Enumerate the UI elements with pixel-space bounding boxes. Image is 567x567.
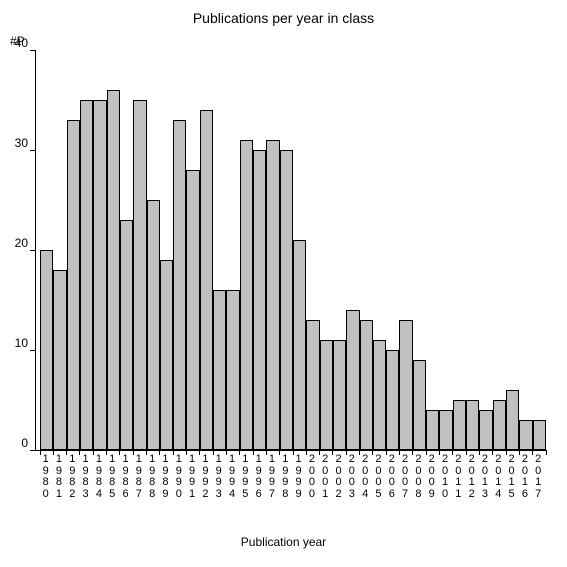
bar	[226, 290, 239, 450]
x-tick-label: 1995	[239, 452, 252, 512]
bar	[266, 140, 279, 450]
bar	[173, 120, 186, 450]
bar	[120, 220, 133, 450]
x-tick-label: 1986	[119, 452, 132, 512]
x-tick-label: 1989	[159, 452, 172, 512]
x-tick-label: 1990	[172, 452, 185, 512]
y-tick-label: 30	[6, 136, 28, 150]
x-tick-label: 2004	[359, 452, 372, 512]
bar	[533, 420, 546, 450]
bar	[80, 100, 93, 450]
bar	[453, 400, 466, 450]
bar	[320, 340, 333, 450]
bar	[413, 360, 426, 450]
bar	[333, 340, 346, 450]
x-labels-group: 1980198119821983198419851986198719881989…	[35, 452, 545, 512]
x-tick-label: 2013	[478, 452, 491, 512]
bar	[519, 420, 532, 450]
x-tick-label: 2010	[438, 452, 451, 512]
x-tick-label: 1988	[146, 452, 159, 512]
bar	[147, 200, 160, 450]
x-tick-label: 2006	[385, 452, 398, 512]
chart-container: Publications per year in class #P 010203…	[0, 0, 567, 567]
x-tick-label: 2017	[532, 452, 545, 512]
y-tick-label: 20	[6, 236, 28, 250]
bar	[399, 320, 412, 450]
bar	[200, 110, 213, 450]
y-tick	[30, 250, 36, 251]
x-tick-label: 1982	[66, 452, 79, 512]
bar	[479, 410, 492, 450]
x-tick-label: 2011	[452, 452, 465, 512]
bar	[346, 310, 359, 450]
bar	[466, 400, 479, 450]
x-tick-label: 1980	[39, 452, 52, 512]
bar	[213, 290, 226, 450]
bar	[373, 340, 386, 450]
chart-title: Publications per year in class	[0, 10, 567, 26]
plot-area: 010203040	[35, 50, 546, 451]
bar	[506, 390, 519, 450]
x-tick-label: 1983	[79, 452, 92, 512]
bar	[386, 350, 399, 450]
x-tick-label: 2000	[305, 452, 318, 512]
x-tick-label: 1985	[106, 452, 119, 512]
bar	[53, 270, 66, 450]
x-tick-label: 2015	[505, 452, 518, 512]
x-tick-label: 1981	[52, 452, 65, 512]
bar	[426, 410, 439, 450]
y-tick-label: 40	[6, 36, 28, 50]
bars-group	[36, 50, 546, 450]
y-tick	[30, 350, 36, 351]
bar	[93, 100, 106, 450]
x-tick-label: 2014	[492, 452, 505, 512]
x-tick-label: 2012	[465, 452, 478, 512]
x-tick-label: 1999	[292, 452, 305, 512]
x-axis-title: Publication year	[0, 535, 567, 549]
bar	[107, 90, 120, 450]
bar	[360, 320, 373, 450]
x-tick-label: 2008	[412, 452, 425, 512]
bar	[40, 250, 53, 450]
x-tick-label: 1991	[185, 452, 198, 512]
x-tick	[546, 450, 547, 455]
x-tick-label: 1984	[92, 452, 105, 512]
bar	[67, 120, 80, 450]
bar	[253, 150, 266, 450]
bar	[293, 240, 306, 450]
x-tick-label: 1996	[252, 452, 265, 512]
y-tick	[30, 50, 36, 51]
y-tick	[30, 150, 36, 151]
x-tick-label: 1994	[225, 452, 238, 512]
x-tick-label: 2005	[372, 452, 385, 512]
y-tick-label: 10	[6, 336, 28, 350]
x-tick-label: 2007	[398, 452, 411, 512]
bar	[493, 400, 506, 450]
bar	[306, 320, 319, 450]
bar	[160, 260, 173, 450]
x-tick-label: 2003	[345, 452, 358, 512]
x-tick-label: 2009	[425, 452, 438, 512]
x-tick-label: 2001	[319, 452, 332, 512]
bar	[439, 410, 452, 450]
x-tick-label: 2016	[518, 452, 531, 512]
x-tick-label: 1998	[279, 452, 292, 512]
x-tick-label: 1992	[199, 452, 212, 512]
bar	[133, 100, 146, 450]
x-tick-label: 1993	[212, 452, 225, 512]
x-tick-label: 1997	[265, 452, 278, 512]
bar	[280, 150, 293, 450]
bar	[240, 140, 253, 450]
y-tick-label: 0	[6, 436, 28, 450]
x-tick-label: 2002	[332, 452, 345, 512]
bar	[186, 170, 199, 450]
y-tick	[30, 450, 36, 451]
x-tick-label: 1987	[132, 452, 145, 512]
